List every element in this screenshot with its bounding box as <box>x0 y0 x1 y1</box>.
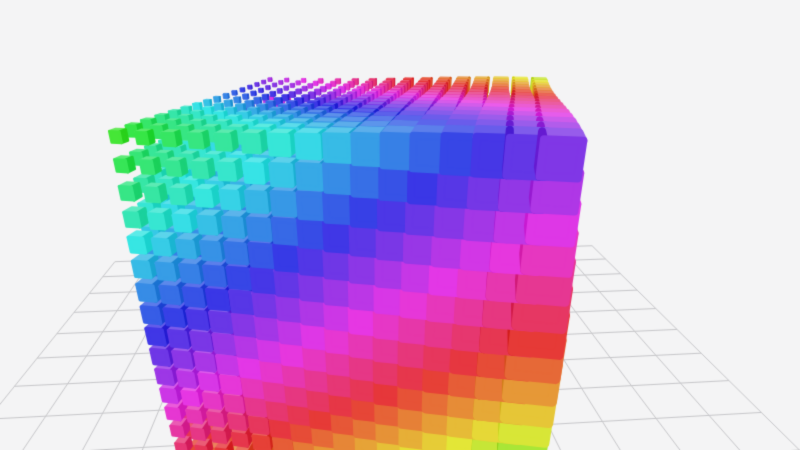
webgl-canvas[interactable] <box>0 0 800 450</box>
threejs-voxel-demo-viewport[interactable] <box>0 0 800 450</box>
